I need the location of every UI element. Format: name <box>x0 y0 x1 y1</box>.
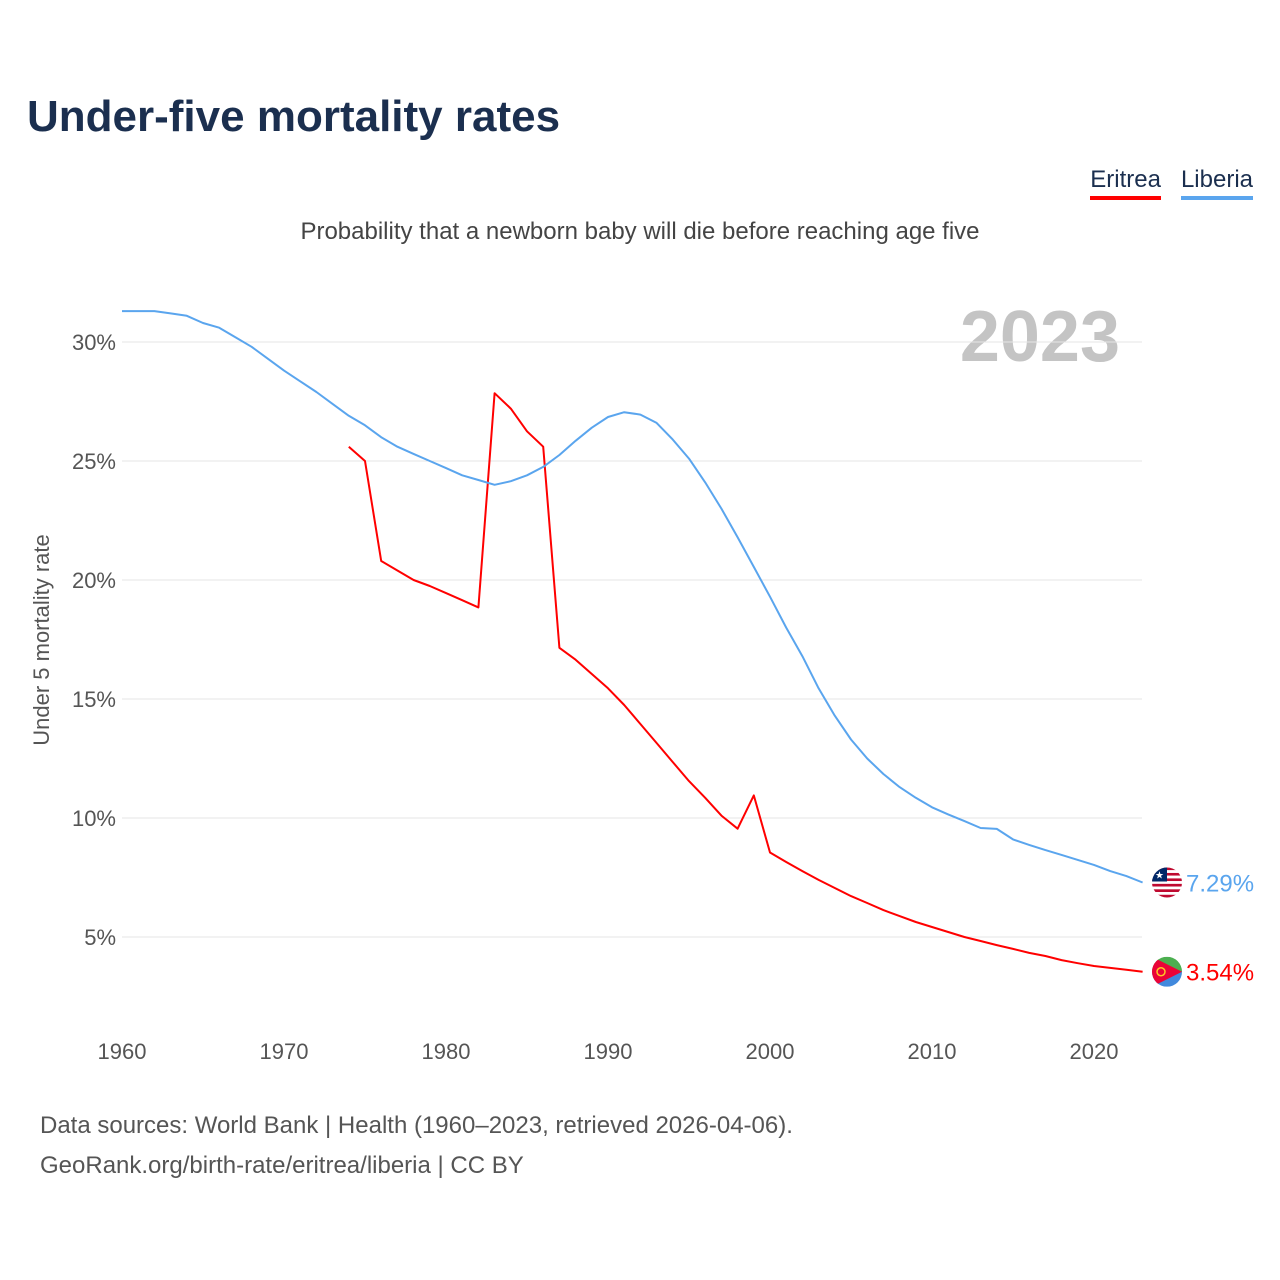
chart-title: Under-five mortality rates <box>27 92 561 141</box>
legend: Eritrea Liberia <box>1090 166 1253 200</box>
y-tick-label: 30% <box>72 330 116 355</box>
y-tick-label: 10% <box>72 806 116 831</box>
end-value-label-eritrea: 3.54% <box>1186 960 1254 987</box>
series-line-eritrea <box>348 392 1143 973</box>
end-value-label-liberia: 7.29% <box>1186 870 1254 897</box>
chart-subtitle: Probability that a newborn baby will die… <box>300 218 980 245</box>
y-tick-label: 25% <box>72 449 116 474</box>
x-tick-label: 1960 <box>98 1039 147 1064</box>
y-tick-label: 20% <box>72 568 116 593</box>
eritrea-flag-icon <box>1152 956 1182 987</box>
svg-text:★: ★ <box>1155 870 1164 881</box>
x-tick-label: 1990 <box>584 1039 633 1064</box>
legend-item-eritrea[interactable]: Eritrea <box>1090 166 1161 200</box>
y-tick-label: 15% <box>72 687 116 712</box>
y-tick-label: 5% <box>84 925 116 950</box>
x-tick-label: 2000 <box>746 1039 795 1064</box>
source-link[interactable]: GeoRank.org/birth-rate/eritrea/liberia |… <box>40 1152 524 1179</box>
x-tick-label: 2020 <box>1070 1039 1119 1064</box>
liberia-flag-icon: ★ <box>1152 867 1182 898</box>
x-tick-label: 1970 <box>260 1039 309 1064</box>
data-source: Data sources: World Bank | Health (1960–… <box>40 1112 793 1139</box>
x-tick-label: 2010 <box>908 1039 957 1064</box>
legend-item-liberia[interactable]: Liberia <box>1180 166 1253 200</box>
x-tick-label: 1980 <box>422 1039 471 1064</box>
year-watermark: 2023 <box>960 297 1120 377</box>
series-line-liberia <box>122 310 1143 884</box>
footer: Data sources: World Bank | Health (1960–… <box>40 1106 793 1186</box>
